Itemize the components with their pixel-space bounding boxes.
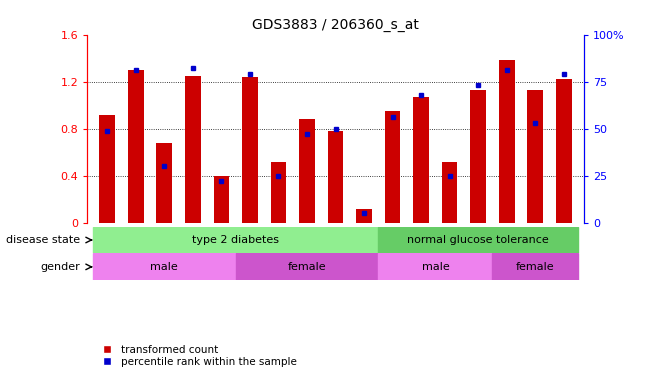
Bar — [413, 97, 429, 223]
Bar — [93, 227, 378, 253]
Bar — [299, 119, 315, 223]
Bar — [213, 176, 229, 223]
Bar — [378, 253, 493, 280]
Bar — [499, 60, 515, 223]
Text: gender: gender — [41, 262, 81, 272]
Bar — [327, 131, 344, 223]
Title: GDS3883 / 206360_s_at: GDS3883 / 206360_s_at — [252, 18, 419, 32]
Bar — [378, 227, 578, 253]
Bar — [384, 111, 401, 223]
Bar — [93, 253, 236, 280]
Text: female: female — [288, 262, 326, 272]
Bar — [236, 253, 378, 280]
Bar — [527, 90, 543, 223]
Bar — [128, 70, 144, 223]
Text: female: female — [516, 262, 554, 272]
Text: male: male — [150, 262, 178, 272]
Bar — [185, 76, 201, 223]
Bar — [156, 143, 172, 223]
Bar — [242, 77, 258, 223]
Bar — [556, 79, 572, 223]
Text: male: male — [421, 262, 450, 272]
Legend: transformed count, percentile rank within the sample: transformed count, percentile rank withi… — [93, 341, 301, 371]
Bar — [99, 114, 115, 223]
Text: type 2 diabetes: type 2 diabetes — [192, 235, 279, 245]
Bar — [270, 162, 287, 223]
Bar — [442, 162, 458, 223]
Bar — [470, 90, 486, 223]
Text: disease state: disease state — [7, 235, 81, 245]
Bar — [493, 253, 578, 280]
Bar — [356, 209, 372, 223]
Text: normal glucose tolerance: normal glucose tolerance — [407, 235, 549, 245]
